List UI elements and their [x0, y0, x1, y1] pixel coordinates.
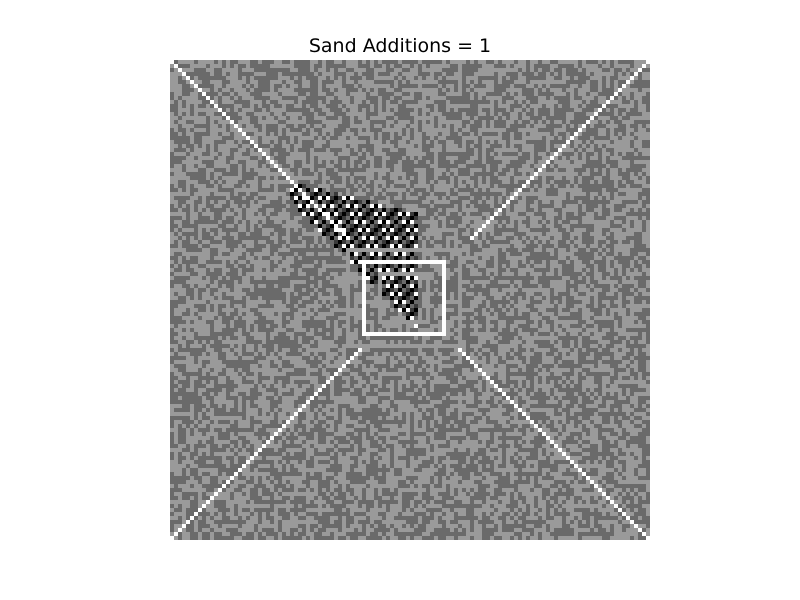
figure-title: Sand Additions = 1 [308, 35, 492, 57]
sandpile-grid-canvas [170, 60, 650, 540]
sandpile-image [170, 60, 650, 540]
